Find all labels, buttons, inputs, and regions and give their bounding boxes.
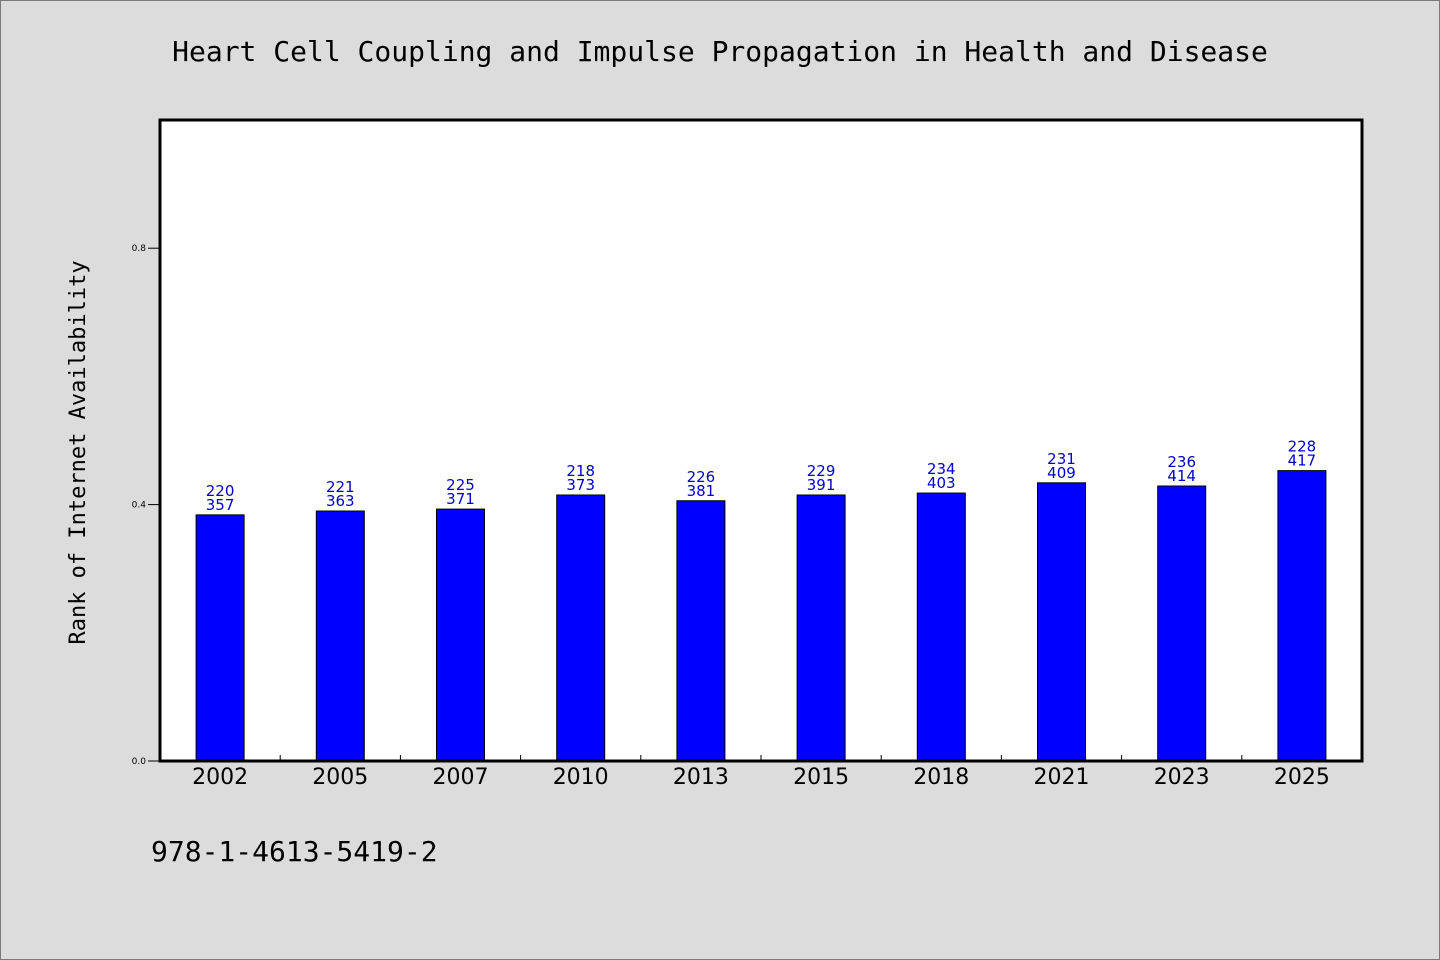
bar-2013 (676, 500, 726, 762)
y-tick-label-1: 0.4 (132, 501, 147, 511)
bar-label-bottom-2021: 409 (1047, 464, 1076, 482)
bar-2015 (796, 494, 846, 762)
bar-label-top-2005: 221 (326, 478, 355, 496)
bar-2007 (436, 508, 485, 762)
bar-label-top-2018: 234 (927, 460, 956, 478)
bar-2005 (315, 510, 365, 762)
x-tick-label-2025: 2025 (1274, 765, 1330, 790)
bar-label-top-2023: 236 (1167, 453, 1196, 471)
bar-label-top-2010: 218 (566, 462, 595, 480)
bar-2010 (556, 494, 606, 762)
y-axis: 0.0 0.4 0.8 (132, 244, 160, 767)
plot-frame (158, 118, 1364, 763)
bar-2002 (195, 514, 245, 762)
bar-label-bottom-2007: 371 (446, 490, 475, 508)
x-tick-label-2015: 2015 (793, 765, 849, 790)
bar-label-bottom-2023: 414 (1167, 467, 1196, 485)
bar-2025 (1277, 470, 1327, 762)
bar-label-top-2025: 228 (1288, 438, 1317, 456)
bar-label-top-2013: 226 (687, 468, 716, 486)
bar-label-bottom-2015: 391 (807, 476, 836, 494)
bar-label-bottom-2010: 373 (566, 476, 595, 494)
bar-label-top-2002: 220 (206, 482, 235, 500)
x-tick-label-2010: 2010 (553, 765, 609, 790)
bar-label-top-2021: 231 (1047, 450, 1076, 468)
bar-label-bottom-2018: 403 (927, 474, 956, 492)
bar-label-bottom-2002: 357 (206, 496, 235, 514)
x-tick-label-2018: 2018 (913, 765, 969, 790)
bar-2023 (1157, 485, 1207, 762)
x-tick-label-2002: 2002 (192, 765, 248, 790)
bar-label-top-2015: 229 (807, 462, 836, 480)
x-tick-label-2005: 2005 (312, 765, 368, 790)
bar-label-bottom-2005: 363 (326, 492, 355, 510)
bar-label-bottom-2013: 381 (687, 482, 716, 500)
y-axis-label: Rank of Internet Availability (66, 260, 91, 644)
x-tick-label-2007: 2007 (433, 765, 489, 790)
x-tick-label-2013: 2013 (673, 765, 729, 790)
bar-label-top-2007: 225 (446, 476, 475, 494)
isbn-text: 978-1-4613-5419-2 (151, 835, 438, 868)
bar-2021 (1037, 482, 1086, 762)
x-tick-label-2023: 2023 (1154, 765, 1210, 790)
y-tick-label-0: 0.0 (132, 757, 147, 767)
y-tick-label-2: 0.8 (132, 244, 147, 254)
bar-label-bottom-2025: 417 (1288, 452, 1317, 470)
x-tick-label-2021: 2021 (1034, 765, 1090, 790)
chart-title: Heart Cell Coupling and Impulse Propagat… (172, 35, 1268, 68)
bar-2018 (916, 492, 966, 762)
x-axis: 2002 2005 2007 2010 2013 2015 2018 2021 2023 2025 (192, 755, 1330, 790)
bars-layer (195, 470, 1327, 762)
